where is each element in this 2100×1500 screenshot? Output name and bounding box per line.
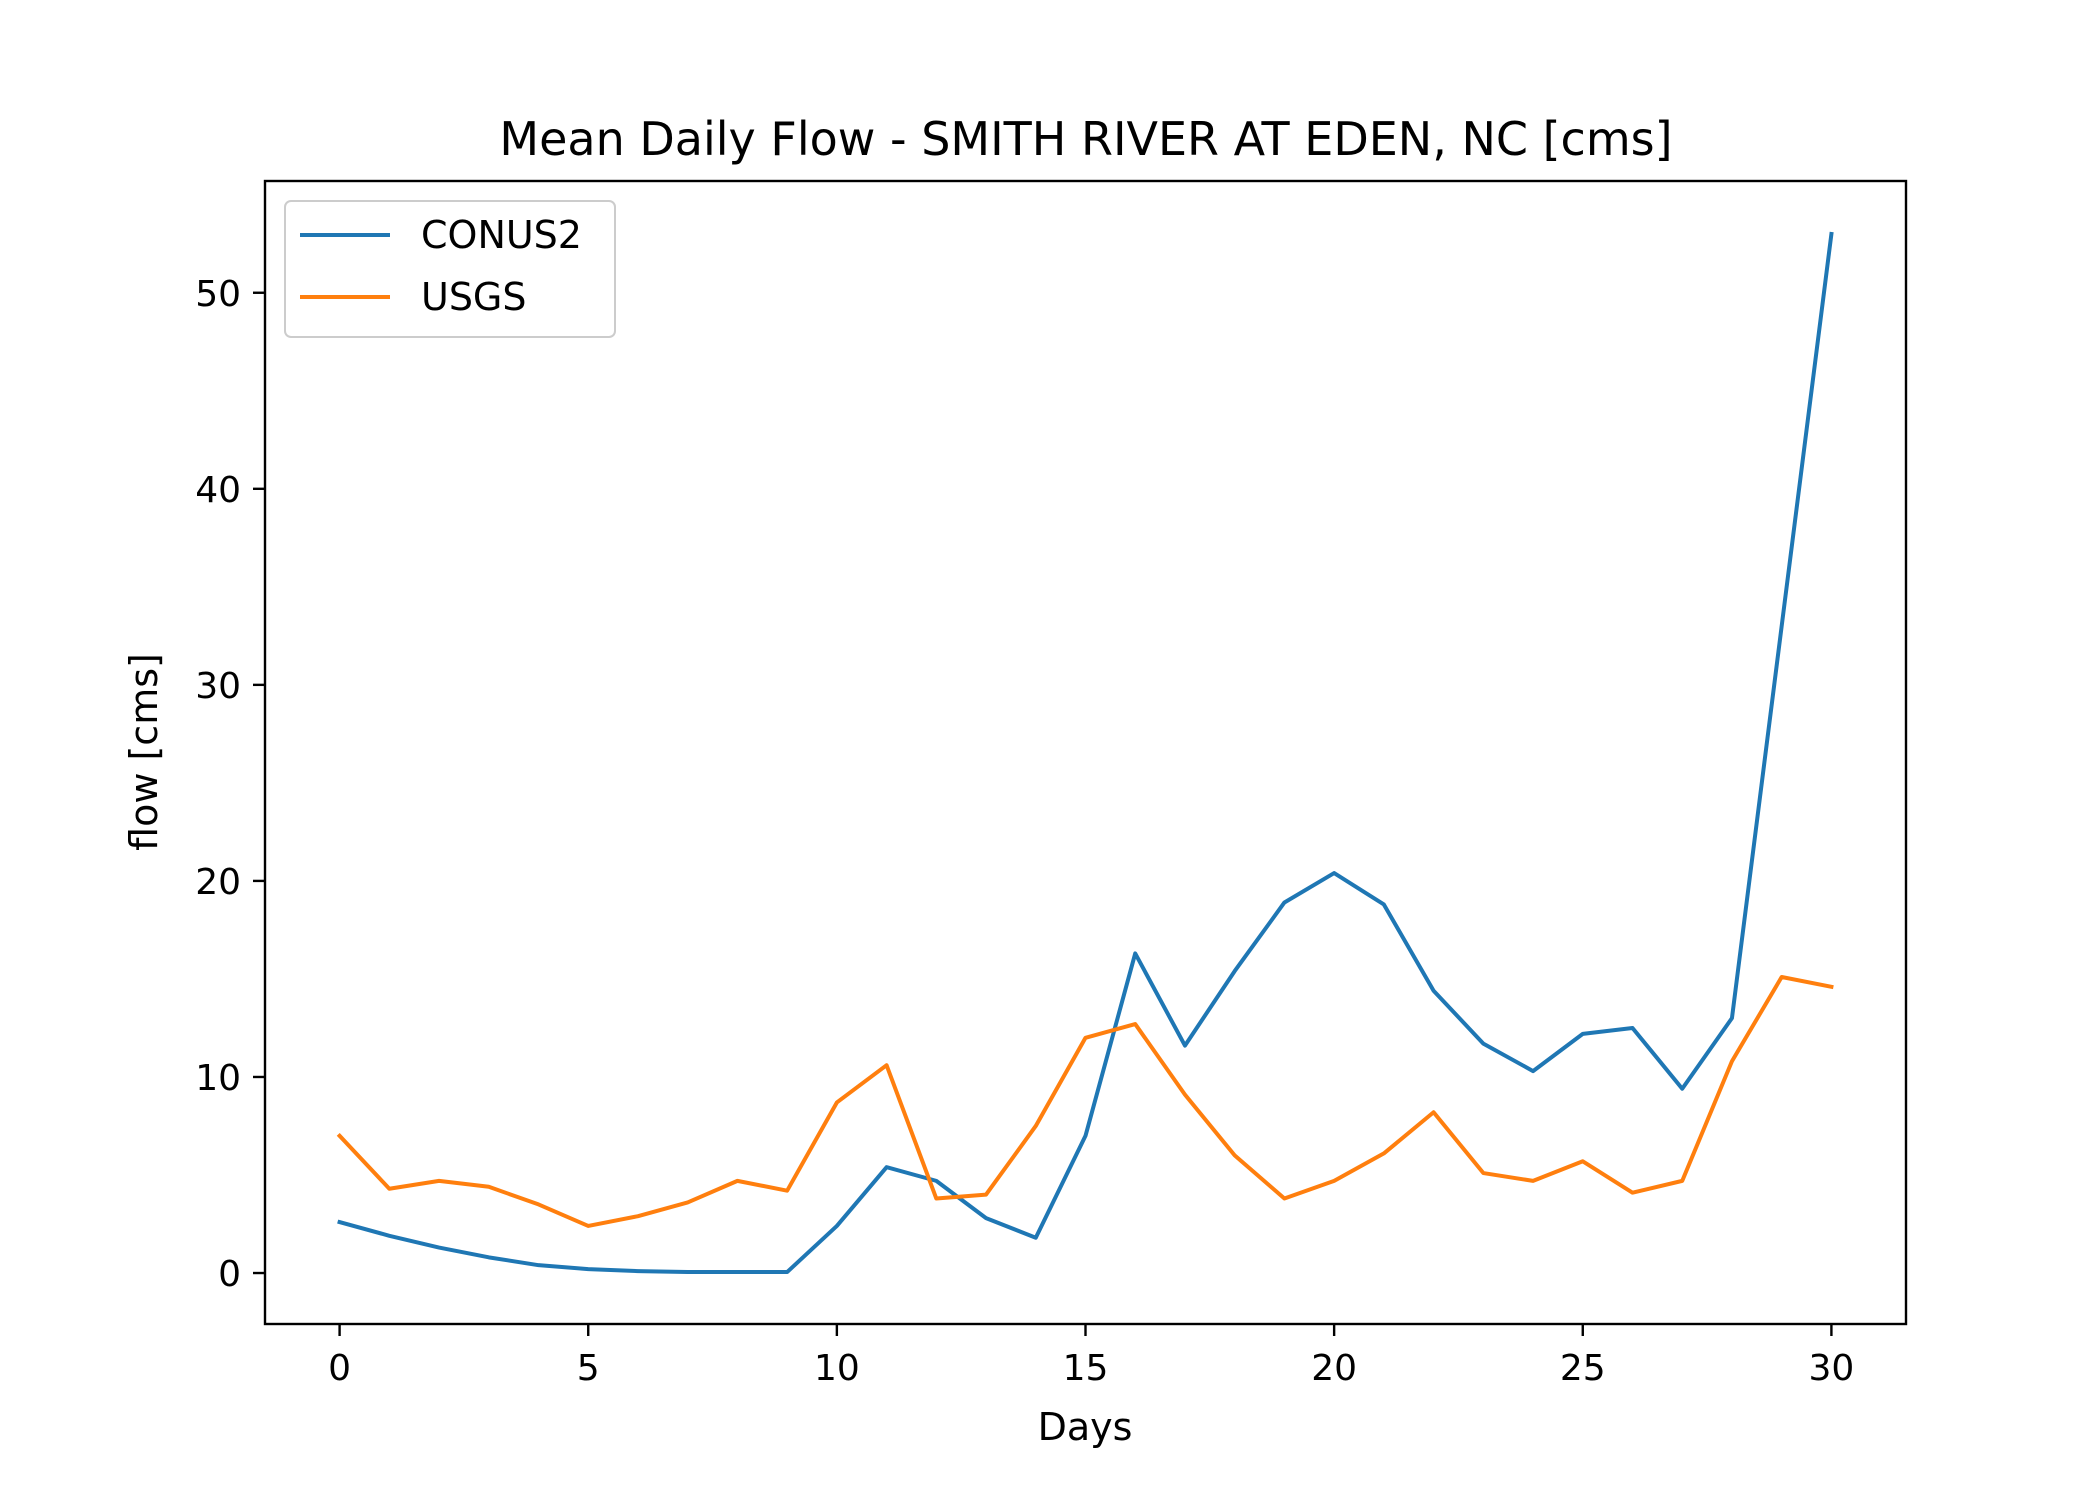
legend-label-usgs: USGS (421, 275, 527, 319)
x-tick-label: 20 (1311, 1348, 1357, 1389)
chart-title: Mean Daily Flow - SMITH RIVER AT EDEN, N… (499, 112, 1672, 166)
x-tick-label: 15 (1063, 1348, 1109, 1389)
legend-label-conus2: CONUS2 (421, 213, 582, 257)
x-tick-label: 30 (1809, 1348, 1855, 1389)
legend: CONUS2 USGS (284, 200, 616, 338)
x-tick-label: 0 (328, 1348, 351, 1389)
y-tick-label: 0 (218, 1254, 241, 1295)
x-tick-label: 5 (577, 1348, 600, 1389)
series-layer (336, 231, 1834, 1275)
x-axis-label: Days (1038, 1405, 1133, 1449)
series-line-usgs (336, 974, 1834, 1228)
y-axis: 0 10 20 30 40 50 (195, 274, 265, 1295)
x-tick-label: 10 (814, 1348, 860, 1389)
y-tick-label: 50 (195, 274, 241, 315)
y-tick-label: 30 (195, 666, 241, 707)
series-line-conus2 (337, 231, 1834, 1275)
y-tick-label: 20 (195, 862, 241, 903)
y-tick-label: 10 (195, 1058, 241, 1099)
y-tick-label: 40 (195, 470, 241, 511)
x-axis: 0 5 10 15 20 25 30 (328, 1324, 1854, 1389)
x-tick-label: 25 (1560, 1348, 1606, 1389)
y-axis-label: flow [cms] (122, 653, 166, 851)
